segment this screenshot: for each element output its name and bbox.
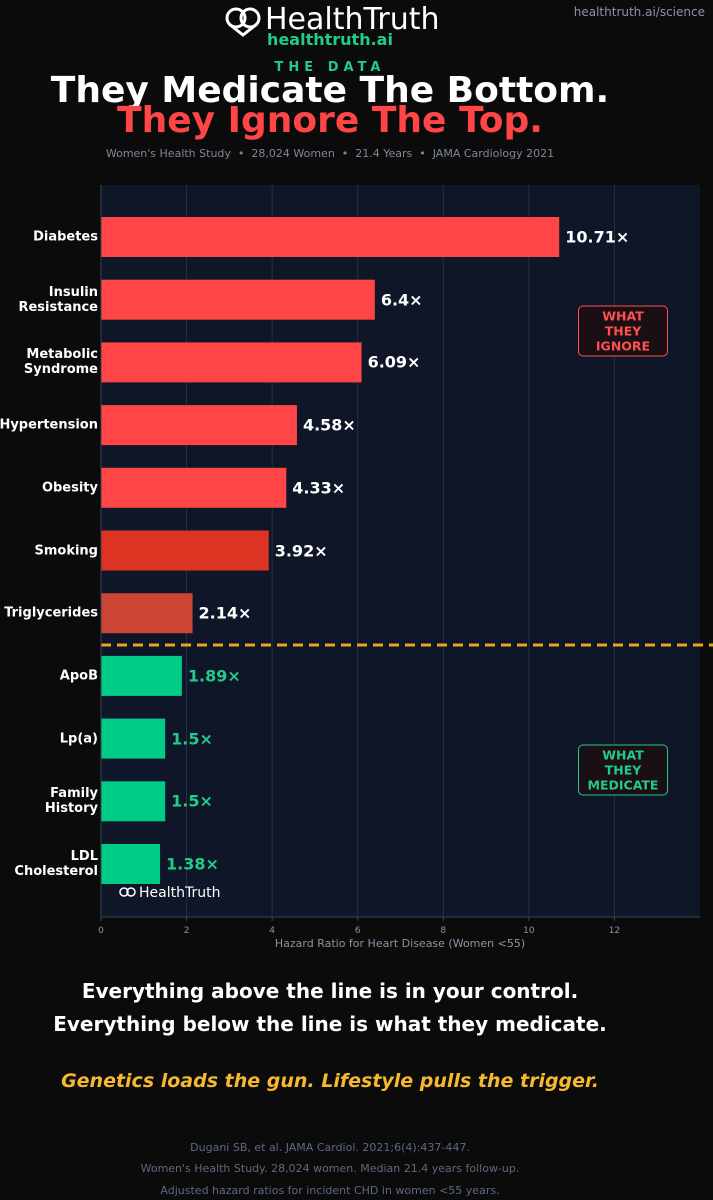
value-label: 1.5× xyxy=(171,729,213,749)
bar xyxy=(101,530,269,571)
value-label: 6.09× xyxy=(367,352,421,372)
bar xyxy=(101,467,287,508)
x-tick-label: 6 xyxy=(355,926,361,936)
x-tick-label: 2 xyxy=(184,926,190,936)
category-label: Diabetes xyxy=(33,229,98,245)
category-label: ApoB xyxy=(59,668,98,684)
category-label: Metabolic Syndrome xyxy=(23,347,98,378)
x-tick-label: 8 xyxy=(440,926,446,936)
category-label: Insulin Resistance xyxy=(18,284,98,315)
kicker: THE DATA xyxy=(274,60,386,75)
note: Women's Health Study. 28,024 women. Medi… xyxy=(140,1162,520,1175)
bar xyxy=(101,844,161,884)
bar xyxy=(101,655,182,696)
link[interactable]: healthtruth.ai/science xyxy=(573,5,705,19)
category-label: Hypertension xyxy=(0,417,98,433)
footer-line: Everything below the line is what they m… xyxy=(53,1012,607,1036)
value-label: 10.71× xyxy=(565,227,630,247)
value-label: 2.14× xyxy=(198,603,252,623)
title: They Ignore The Top. xyxy=(117,100,543,141)
x-tick-label: 10 xyxy=(523,926,535,936)
annotation: WHAT THEY MEDICATE xyxy=(578,744,668,796)
bar xyxy=(101,217,560,257)
category-label: Triglycerides xyxy=(4,605,98,621)
category-label: Family History xyxy=(44,786,98,817)
bar xyxy=(101,342,362,383)
value-label: 6.4× xyxy=(380,290,423,310)
bar xyxy=(101,405,297,446)
watermark: HealthTruth xyxy=(139,885,221,901)
x-axis-label: Hazard Ratio for Heart Disease (Women <5… xyxy=(274,937,526,950)
value-label: 4.58× xyxy=(302,415,356,435)
x-tick-label: 12 xyxy=(609,926,620,936)
brand: HealthTruth xyxy=(265,2,440,37)
value-label: 1.89× xyxy=(187,666,241,686)
title: They Medicate The Bottom. xyxy=(50,70,610,111)
bar xyxy=(101,781,166,822)
logo-icon xyxy=(225,7,261,37)
x-tick-label: 4 xyxy=(269,926,275,936)
x-tick-label: 0 xyxy=(98,926,104,936)
category-label: Lp(a) xyxy=(59,731,98,747)
category-label: LDL Cholesterol xyxy=(14,849,98,879)
site: healthtruth.ai xyxy=(267,30,393,49)
footer-line: Everything above the line is in your con… xyxy=(81,979,579,1003)
bar xyxy=(101,593,193,634)
value-label: 4.33× xyxy=(292,478,346,498)
value-label: 3.92× xyxy=(274,541,328,560)
bar xyxy=(101,279,375,320)
bar xyxy=(101,718,166,759)
value-label: 1.5× xyxy=(171,791,213,811)
note: Adjusted hazard ratios for incident CHD … xyxy=(160,1184,500,1197)
category-label: Smoking xyxy=(34,543,98,558)
note: Dugani SB, et al. JAMA Cardiol. 2021;6(4… xyxy=(190,1141,470,1154)
category-label: Obesity xyxy=(41,480,98,496)
subtitle: Women's Health Study • 28,024 Women • 21… xyxy=(105,147,555,160)
annotation: WHAT THEY IGNORE xyxy=(578,305,668,357)
tagline: Genetics loads the gun. Lifestyle pulls … xyxy=(61,1070,599,1092)
watermark-icon xyxy=(119,887,136,897)
value-label: 1.38× xyxy=(166,854,219,874)
